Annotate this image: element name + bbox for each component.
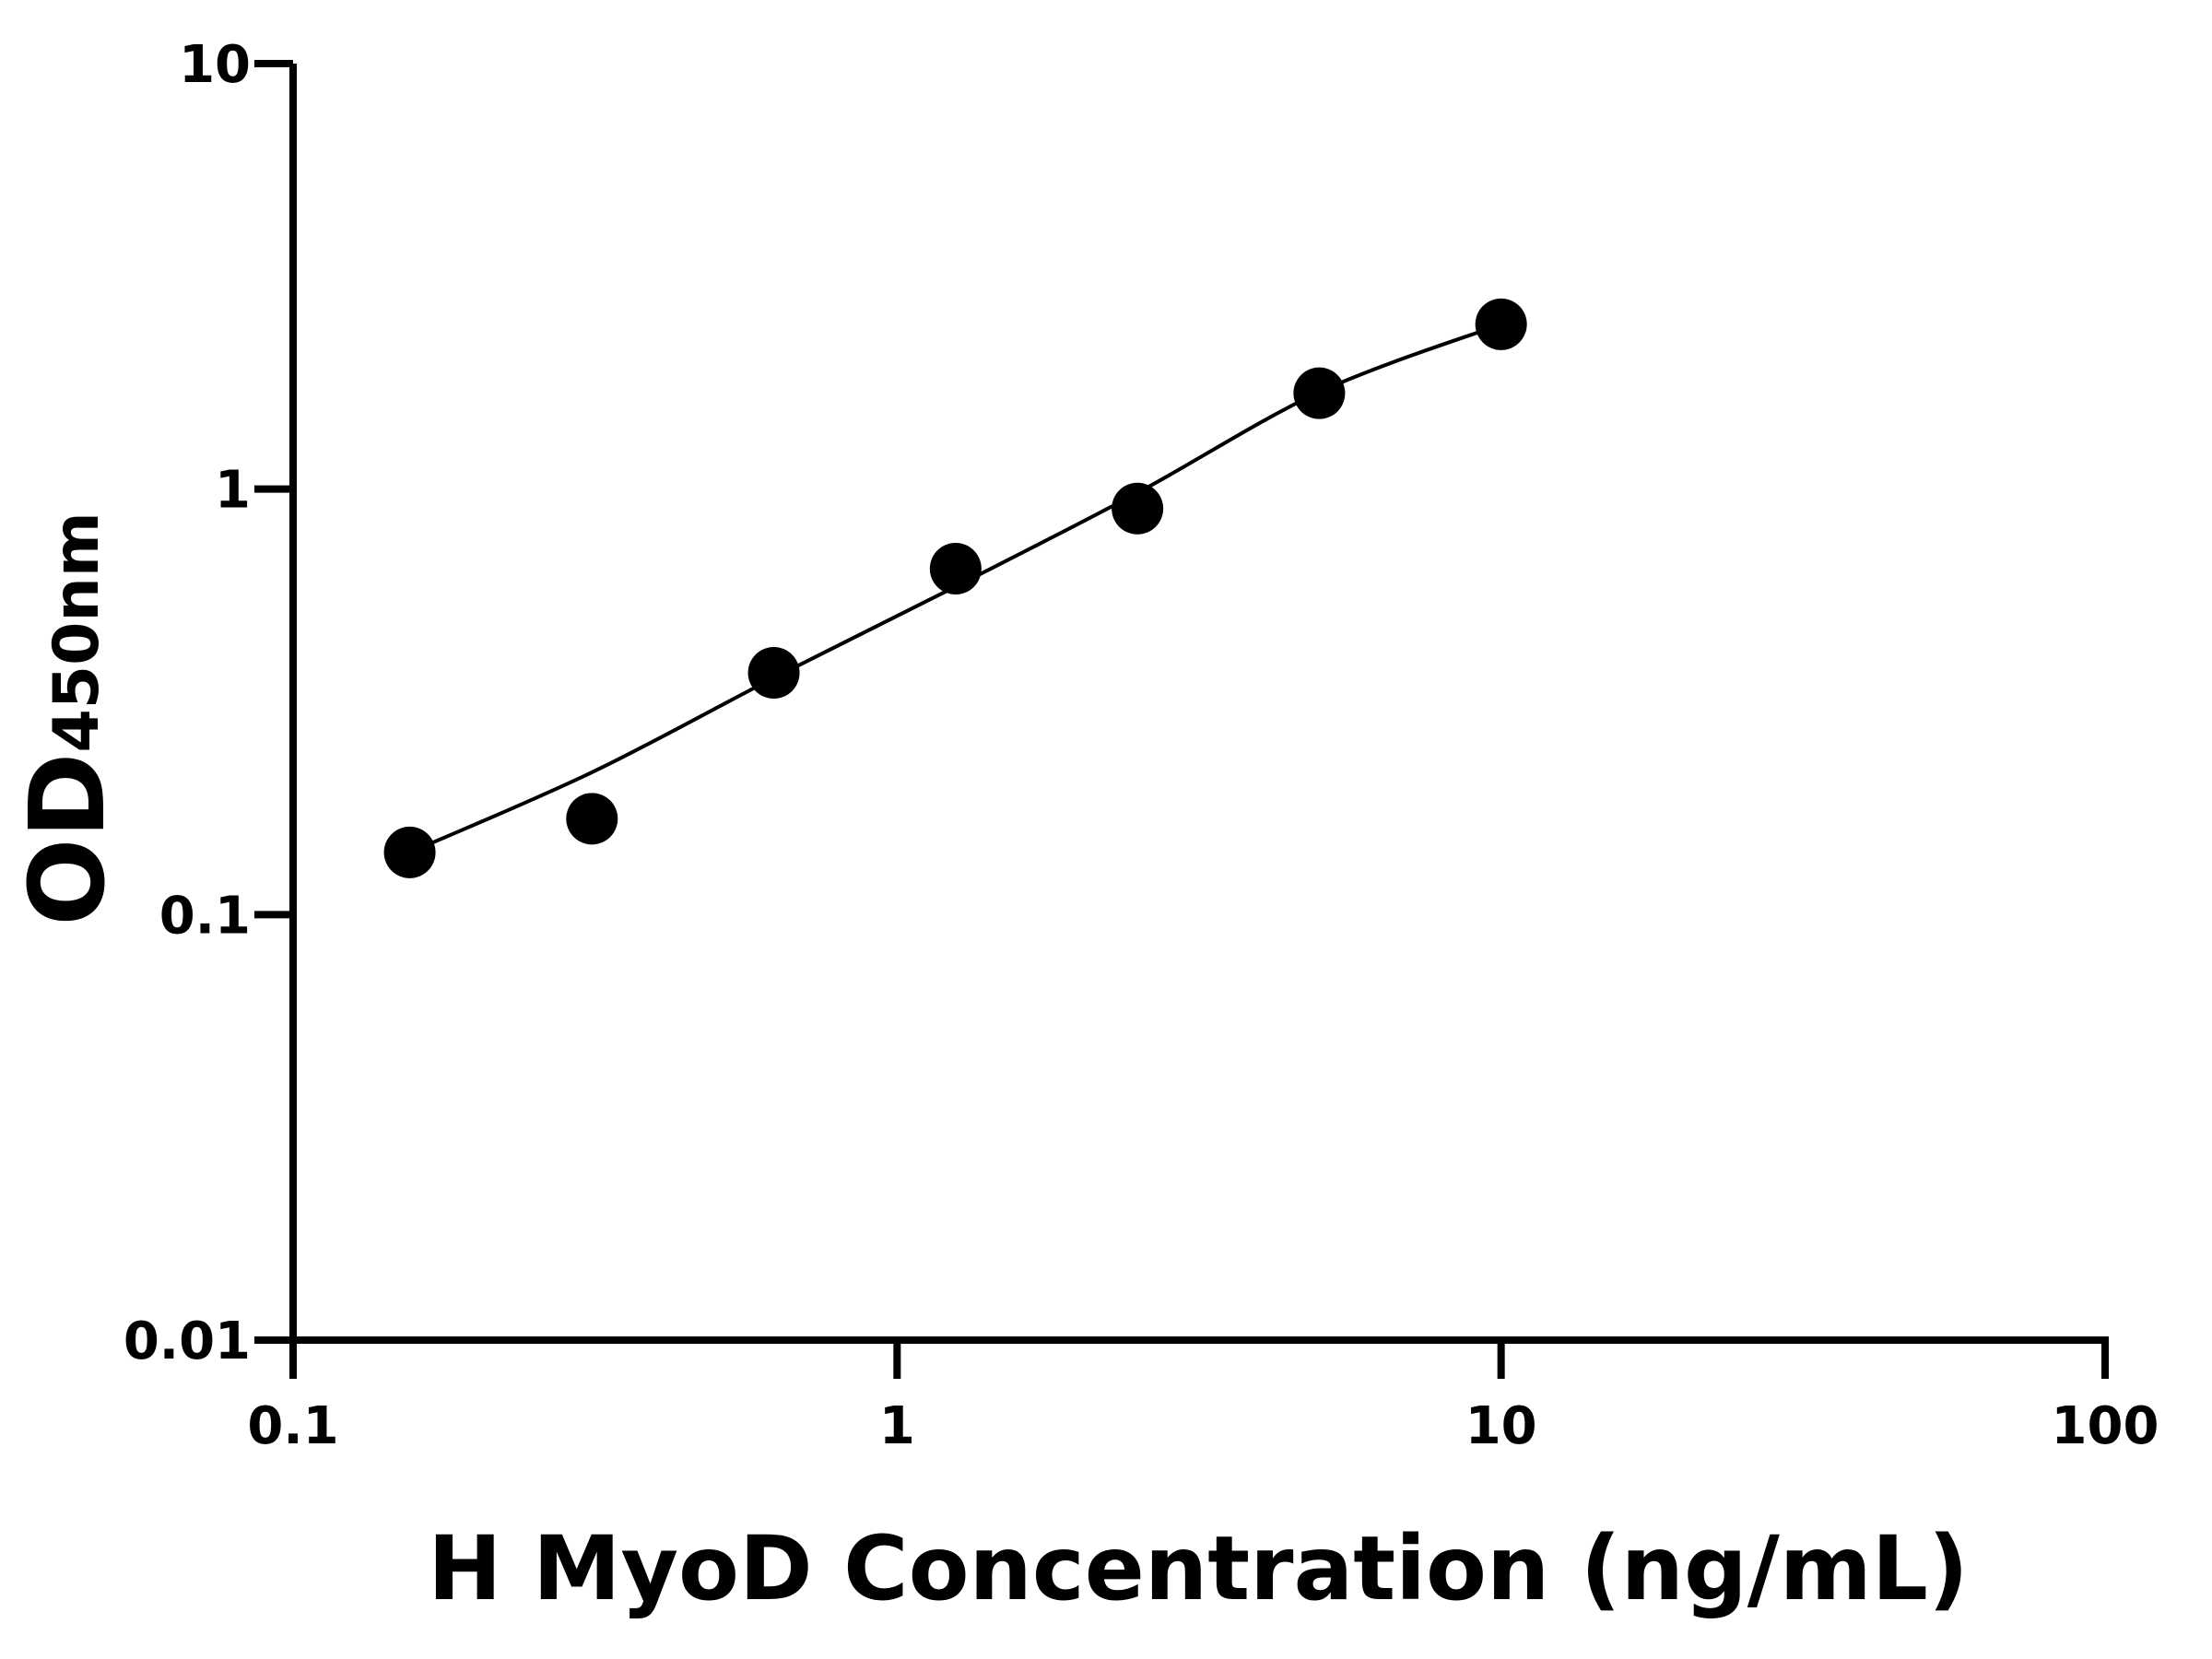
- y-axis-label-subscript: 450nm: [41, 512, 113, 752]
- y-tick-label: 0.1: [159, 886, 251, 946]
- data-point: [566, 793, 618, 845]
- x-axis-label: H MyoD Concentration (ng/mL): [428, 1517, 1969, 1620]
- data-point: [1112, 482, 1164, 535]
- data-point: [929, 543, 982, 595]
- y-tick-label: 10: [179, 35, 251, 95]
- y-tick-label: 0.01: [124, 1312, 251, 1371]
- data-point: [1475, 298, 1527, 350]
- data-point: [747, 647, 800, 700]
- x-tick-label: 10: [1465, 1396, 1537, 1456]
- x-tick-label: 0.1: [247, 1396, 338, 1456]
- y-tick-label: 1: [215, 461, 251, 521]
- data-point: [1293, 367, 1346, 419]
- y-axis-label: OD450nm: [8, 512, 128, 925]
- data-point: [383, 826, 436, 878]
- x-tick-label: 100: [2052, 1396, 2159, 1456]
- y-axis-label-main: OD: [8, 753, 128, 926]
- x-tick-label: 1: [879, 1396, 915, 1456]
